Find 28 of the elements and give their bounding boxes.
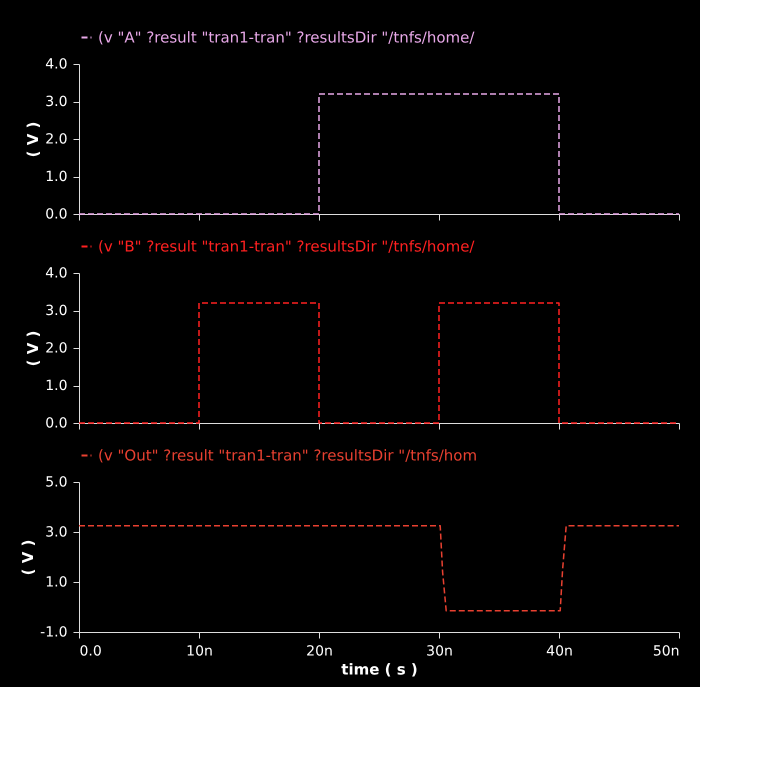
x-tick-label: 30n <box>426 644 453 660</box>
y-tick-label: 0.0 <box>45 416 68 432</box>
x-tick-label: 20n <box>306 644 333 660</box>
y-tick-label: -1.0 <box>40 624 68 640</box>
y-tick-label: 1.0 <box>45 574 68 590</box>
y-tick-label: 1.0 <box>45 169 68 185</box>
y-tick-label: 5.0 <box>45 474 68 490</box>
legend-label: (v "A" ?result "tran1-tran" ?resultsDir "/tnfs/home/ <box>98 28 476 46</box>
y-axis-title: ( V ) <box>19 540 38 576</box>
y-tick-label: 4.0 <box>45 56 68 72</box>
y-tick-label: 3.0 <box>45 94 68 110</box>
y-tick-label: 3.0 <box>45 524 68 540</box>
y-tick-label: 2.0 <box>45 340 68 356</box>
x-tick-label: 50n <box>652 644 680 660</box>
legend-label: (v "Out" ?result "tran1-tran" ?resultsDir "/tnfs/hom <box>98 446 478 464</box>
y-tick-label: 3.0 <box>45 303 68 319</box>
y-tick-label: 4.0 <box>45 266 68 282</box>
y-tick-label: 1.0 <box>45 378 68 394</box>
legend-label: (v "B" ?result "tran1-tran" ?resultsDir "/tnfs/home/ <box>98 238 476 256</box>
line-series <box>78 525 680 612</box>
y-axis-title: ( V ) <box>24 122 42 158</box>
x-tick-label: 40n <box>546 644 573 660</box>
y-axis-title: ( V ) <box>24 330 42 366</box>
x-axis-title: time ( s ) <box>341 660 418 678</box>
y-tick-label: 0.0 <box>45 206 68 222</box>
x-tick-label: 0.0 <box>80 644 102 660</box>
x-tick-label: 10n <box>186 644 213 660</box>
y-tick-label: 2.0 <box>45 132 68 148</box>
